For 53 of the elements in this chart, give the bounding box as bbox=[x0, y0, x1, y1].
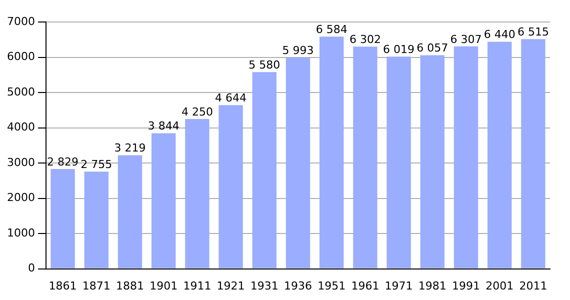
x-tick-label: 1931 bbox=[250, 279, 278, 292]
data-label: 5 580 bbox=[248, 58, 280, 72]
bar bbox=[454, 46, 478, 268]
data-label: 6 440 bbox=[484, 28, 516, 42]
y-tick-label: 5000 bbox=[6, 85, 35, 98]
bar bbox=[118, 155, 142, 268]
data-label: 2 755 bbox=[80, 158, 112, 172]
bar bbox=[286, 58, 310, 268]
data-label: 6 307 bbox=[450, 32, 482, 46]
x-tick-label: 1961 bbox=[351, 279, 380, 292]
x-tick-label: 1901 bbox=[150, 279, 178, 292]
bar bbox=[218, 105, 243, 268]
bar bbox=[521, 39, 546, 268]
bar bbox=[252, 72, 276, 268]
x-tick-label: 1991 bbox=[452, 279, 480, 292]
x-tick-label: 2001 bbox=[486, 279, 514, 292]
x-tick-label: 1971 bbox=[384, 279, 413, 292]
y-tick-label: 6000 bbox=[6, 50, 35, 64]
y-tick-label: 4000 bbox=[6, 120, 35, 134]
x-tick-label: 1881 bbox=[116, 279, 144, 292]
data-label: 3 844 bbox=[148, 120, 180, 133]
bar bbox=[488, 42, 512, 268]
data-label: 5 993 bbox=[282, 44, 314, 57]
x-tick-label: 2011 bbox=[519, 279, 548, 292]
y-tick-label: 0 bbox=[28, 262, 35, 275]
x-tick-label: 1871 bbox=[82, 279, 110, 292]
bar bbox=[386, 56, 411, 268]
bar bbox=[420, 55, 444, 268]
bar bbox=[320, 36, 344, 268]
y-tick-label: 3000 bbox=[6, 156, 35, 169]
bar bbox=[50, 169, 75, 268]
data-label: 6 584 bbox=[316, 23, 348, 36]
bar bbox=[152, 133, 176, 268]
x-tick-label: 1911 bbox=[183, 279, 212, 292]
bar bbox=[185, 118, 210, 268]
bar bbox=[353, 46, 378, 268]
data-label: 4 250 bbox=[181, 105, 213, 118]
y-tick-label: 1000 bbox=[6, 226, 35, 240]
x-tick-label: 1981 bbox=[418, 279, 446, 292]
data-label: 6 019 bbox=[383, 42, 415, 56]
x-tick-label: 1936 bbox=[284, 279, 312, 292]
x-tick-label: 1921 bbox=[216, 279, 245, 292]
y-tick-label: 7000 bbox=[6, 14, 35, 28]
bar bbox=[84, 172, 108, 268]
data-label: 2 829 bbox=[47, 155, 79, 168]
y-tick-label: 2000 bbox=[6, 191, 35, 204]
data-label: 6 302 bbox=[349, 32, 381, 46]
data-label: 4 644 bbox=[215, 91, 247, 104]
data-label: 6 057 bbox=[416, 42, 448, 55]
x-tick-label: 1951 bbox=[318, 279, 346, 292]
data-label: 6 515 bbox=[517, 25, 549, 38]
x-tick-label: 1861 bbox=[48, 279, 77, 292]
data-label: 3 219 bbox=[114, 142, 146, 155]
